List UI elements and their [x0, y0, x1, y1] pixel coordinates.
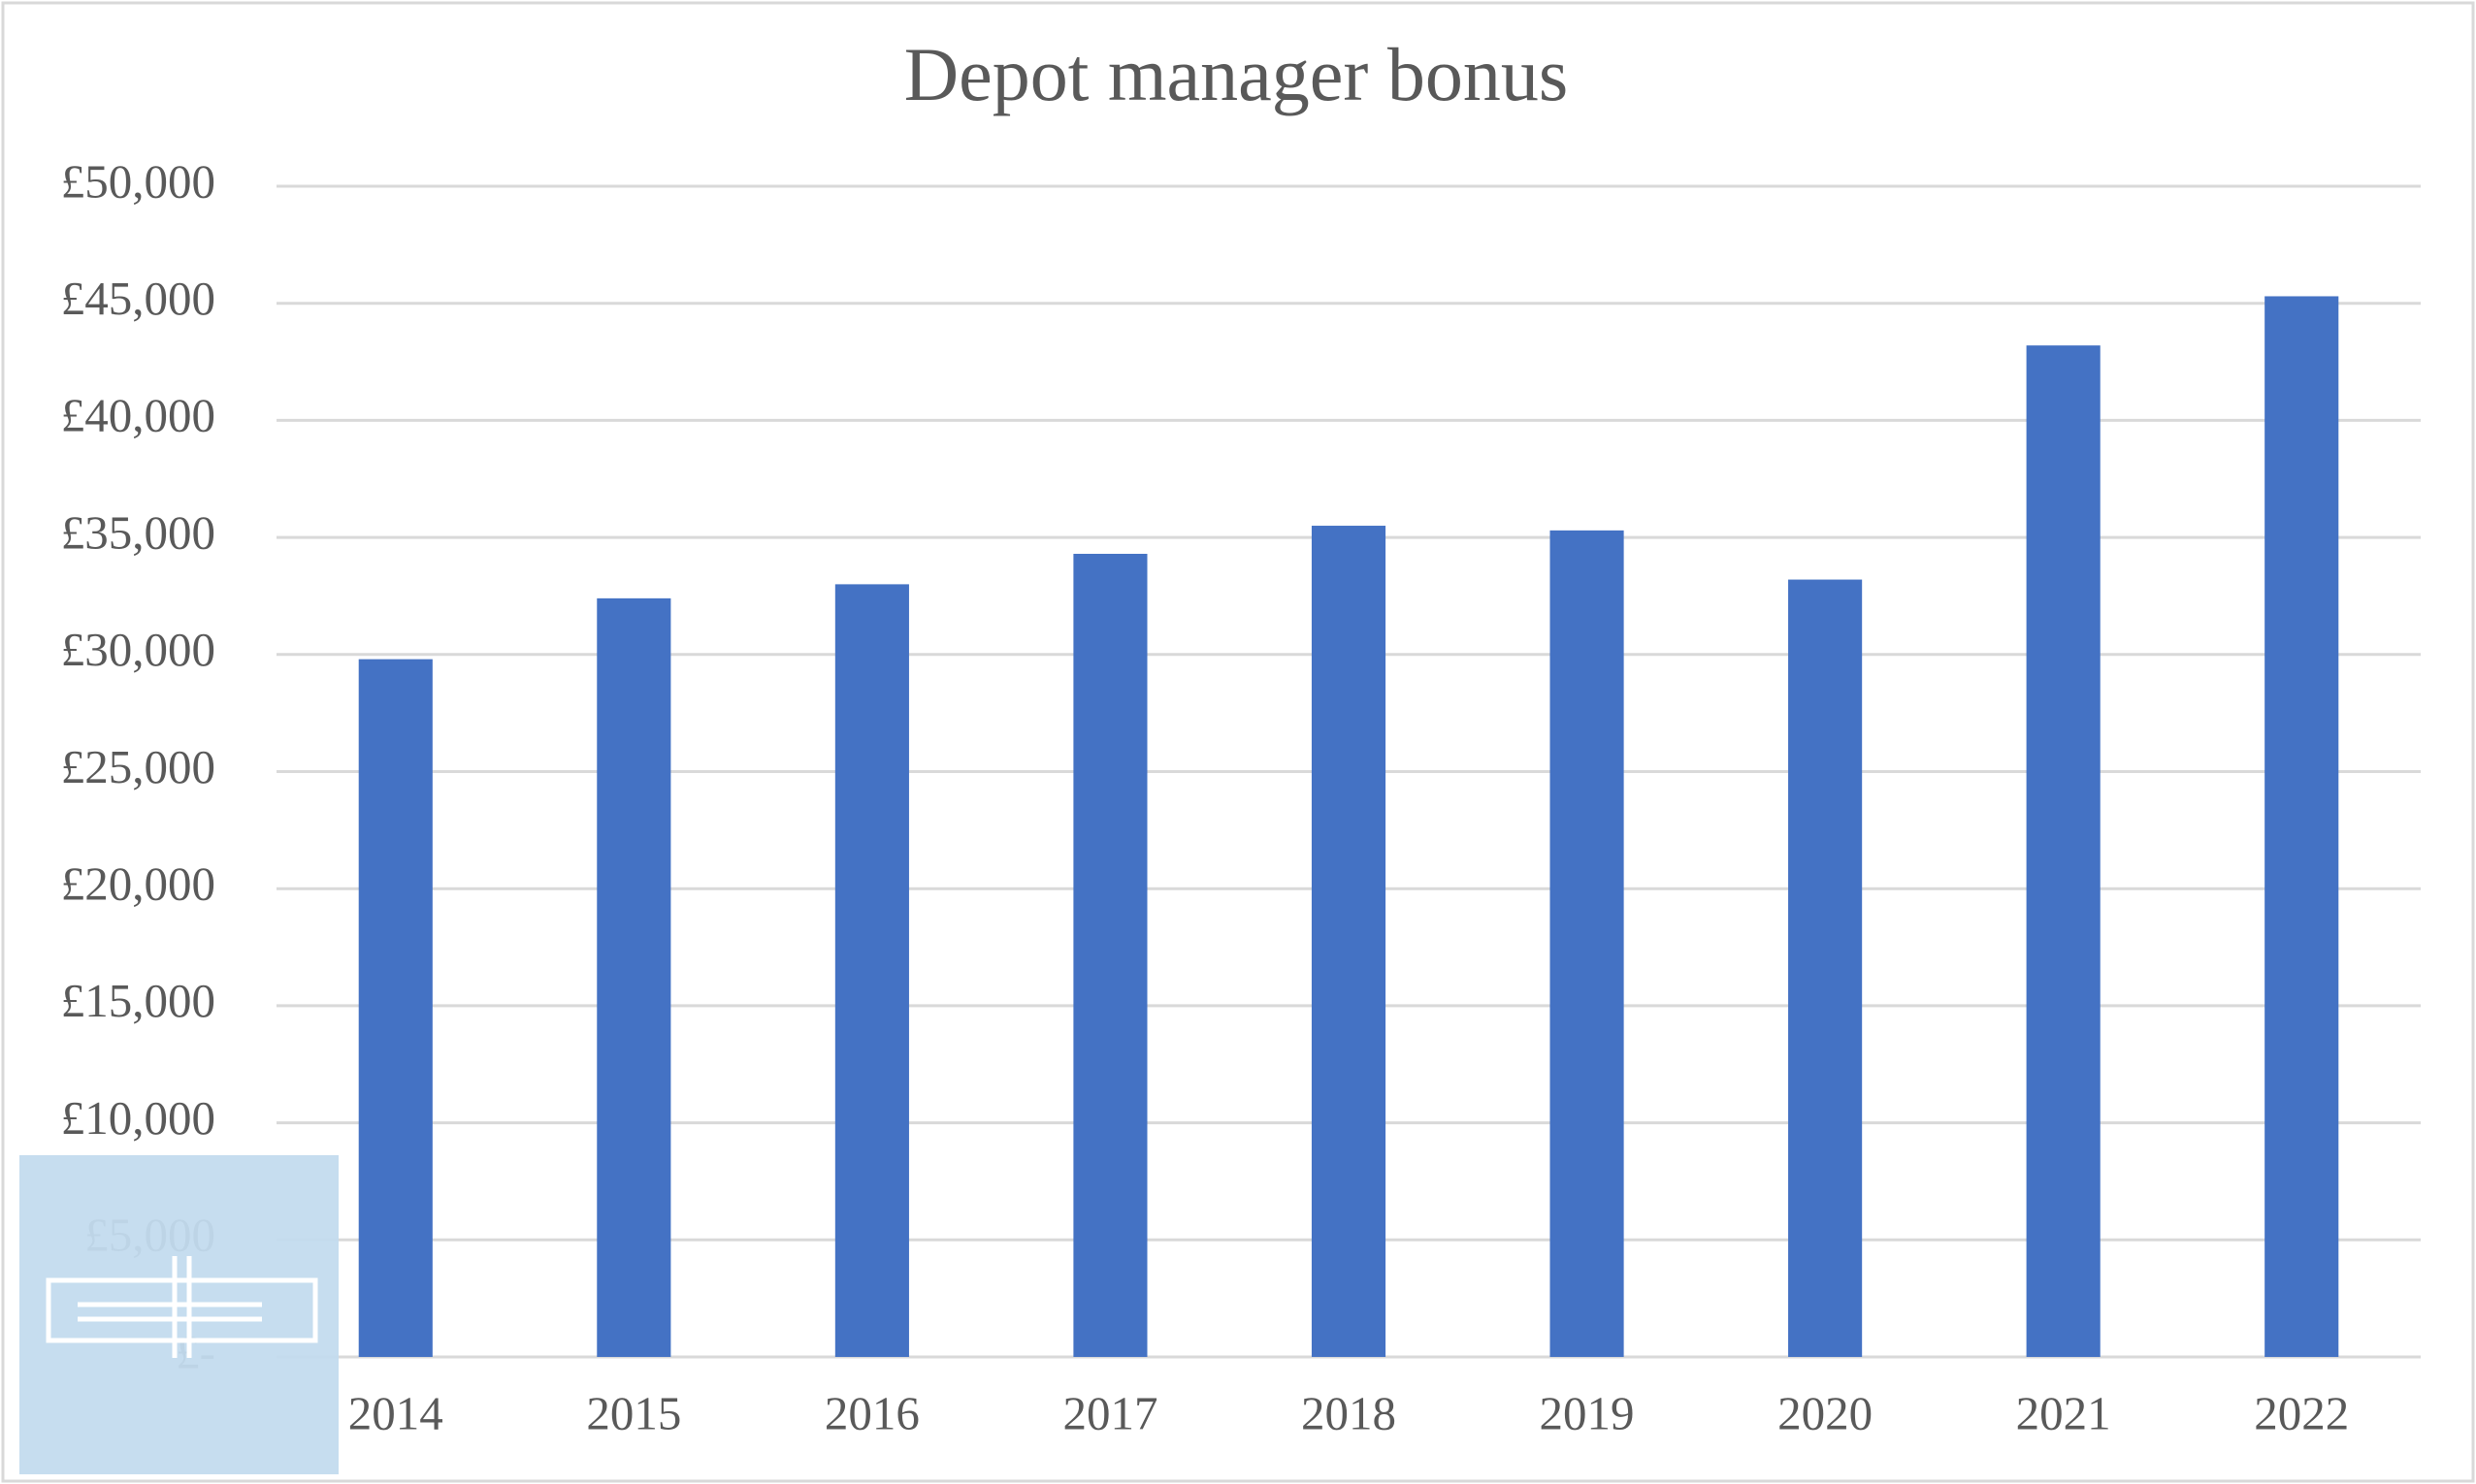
- bar: [1311, 526, 1386, 1357]
- bar: [1788, 579, 1863, 1357]
- y-tick-label: £30,000: [61, 623, 215, 676]
- watermark-box: [19, 1155, 339, 1474]
- bar: [2026, 345, 2101, 1358]
- x-tick-label: 2020: [1777, 1386, 1873, 1439]
- plot-area: £-£5,000£10,000£15,000£20,000£25,000£30,…: [61, 154, 2421, 1439]
- x-tick-label: 2019: [1540, 1386, 1635, 1439]
- x-tick-label: 2014: [348, 1386, 443, 1439]
- x-tick-label: 2015: [586, 1386, 681, 1439]
- y-tick-label: £10,000: [61, 1091, 215, 1145]
- bar: [597, 597, 671, 1357]
- bar: [834, 584, 909, 1357]
- bar: [1549, 530, 1624, 1357]
- bar: [1073, 553, 1148, 1357]
- y-tick-label: £50,000: [61, 154, 215, 208]
- watermark: [19, 1155, 339, 1474]
- x-tick-label: 2022: [2254, 1386, 2349, 1439]
- y-tick-label: £25,000: [61, 740, 215, 793]
- chart-title: Depot manager bonus: [904, 32, 1568, 116]
- y-tick-label: £35,000: [61, 505, 215, 559]
- bar: [2264, 296, 2339, 1357]
- y-tick-label: £20,000: [61, 856, 215, 910]
- y-tick-label: £15,000: [61, 974, 215, 1027]
- x-tick-label: 2021: [2016, 1386, 2111, 1439]
- x-tick-label: 2017: [1062, 1386, 1157, 1439]
- watermark-icon: [46, 1256, 318, 1358]
- x-tick-label: 2016: [825, 1386, 920, 1439]
- x-tick-label: 2018: [1301, 1386, 1396, 1439]
- y-tick-label: £40,000: [61, 389, 215, 442]
- bar: [358, 659, 433, 1357]
- y-tick-label: £45,000: [61, 272, 215, 325]
